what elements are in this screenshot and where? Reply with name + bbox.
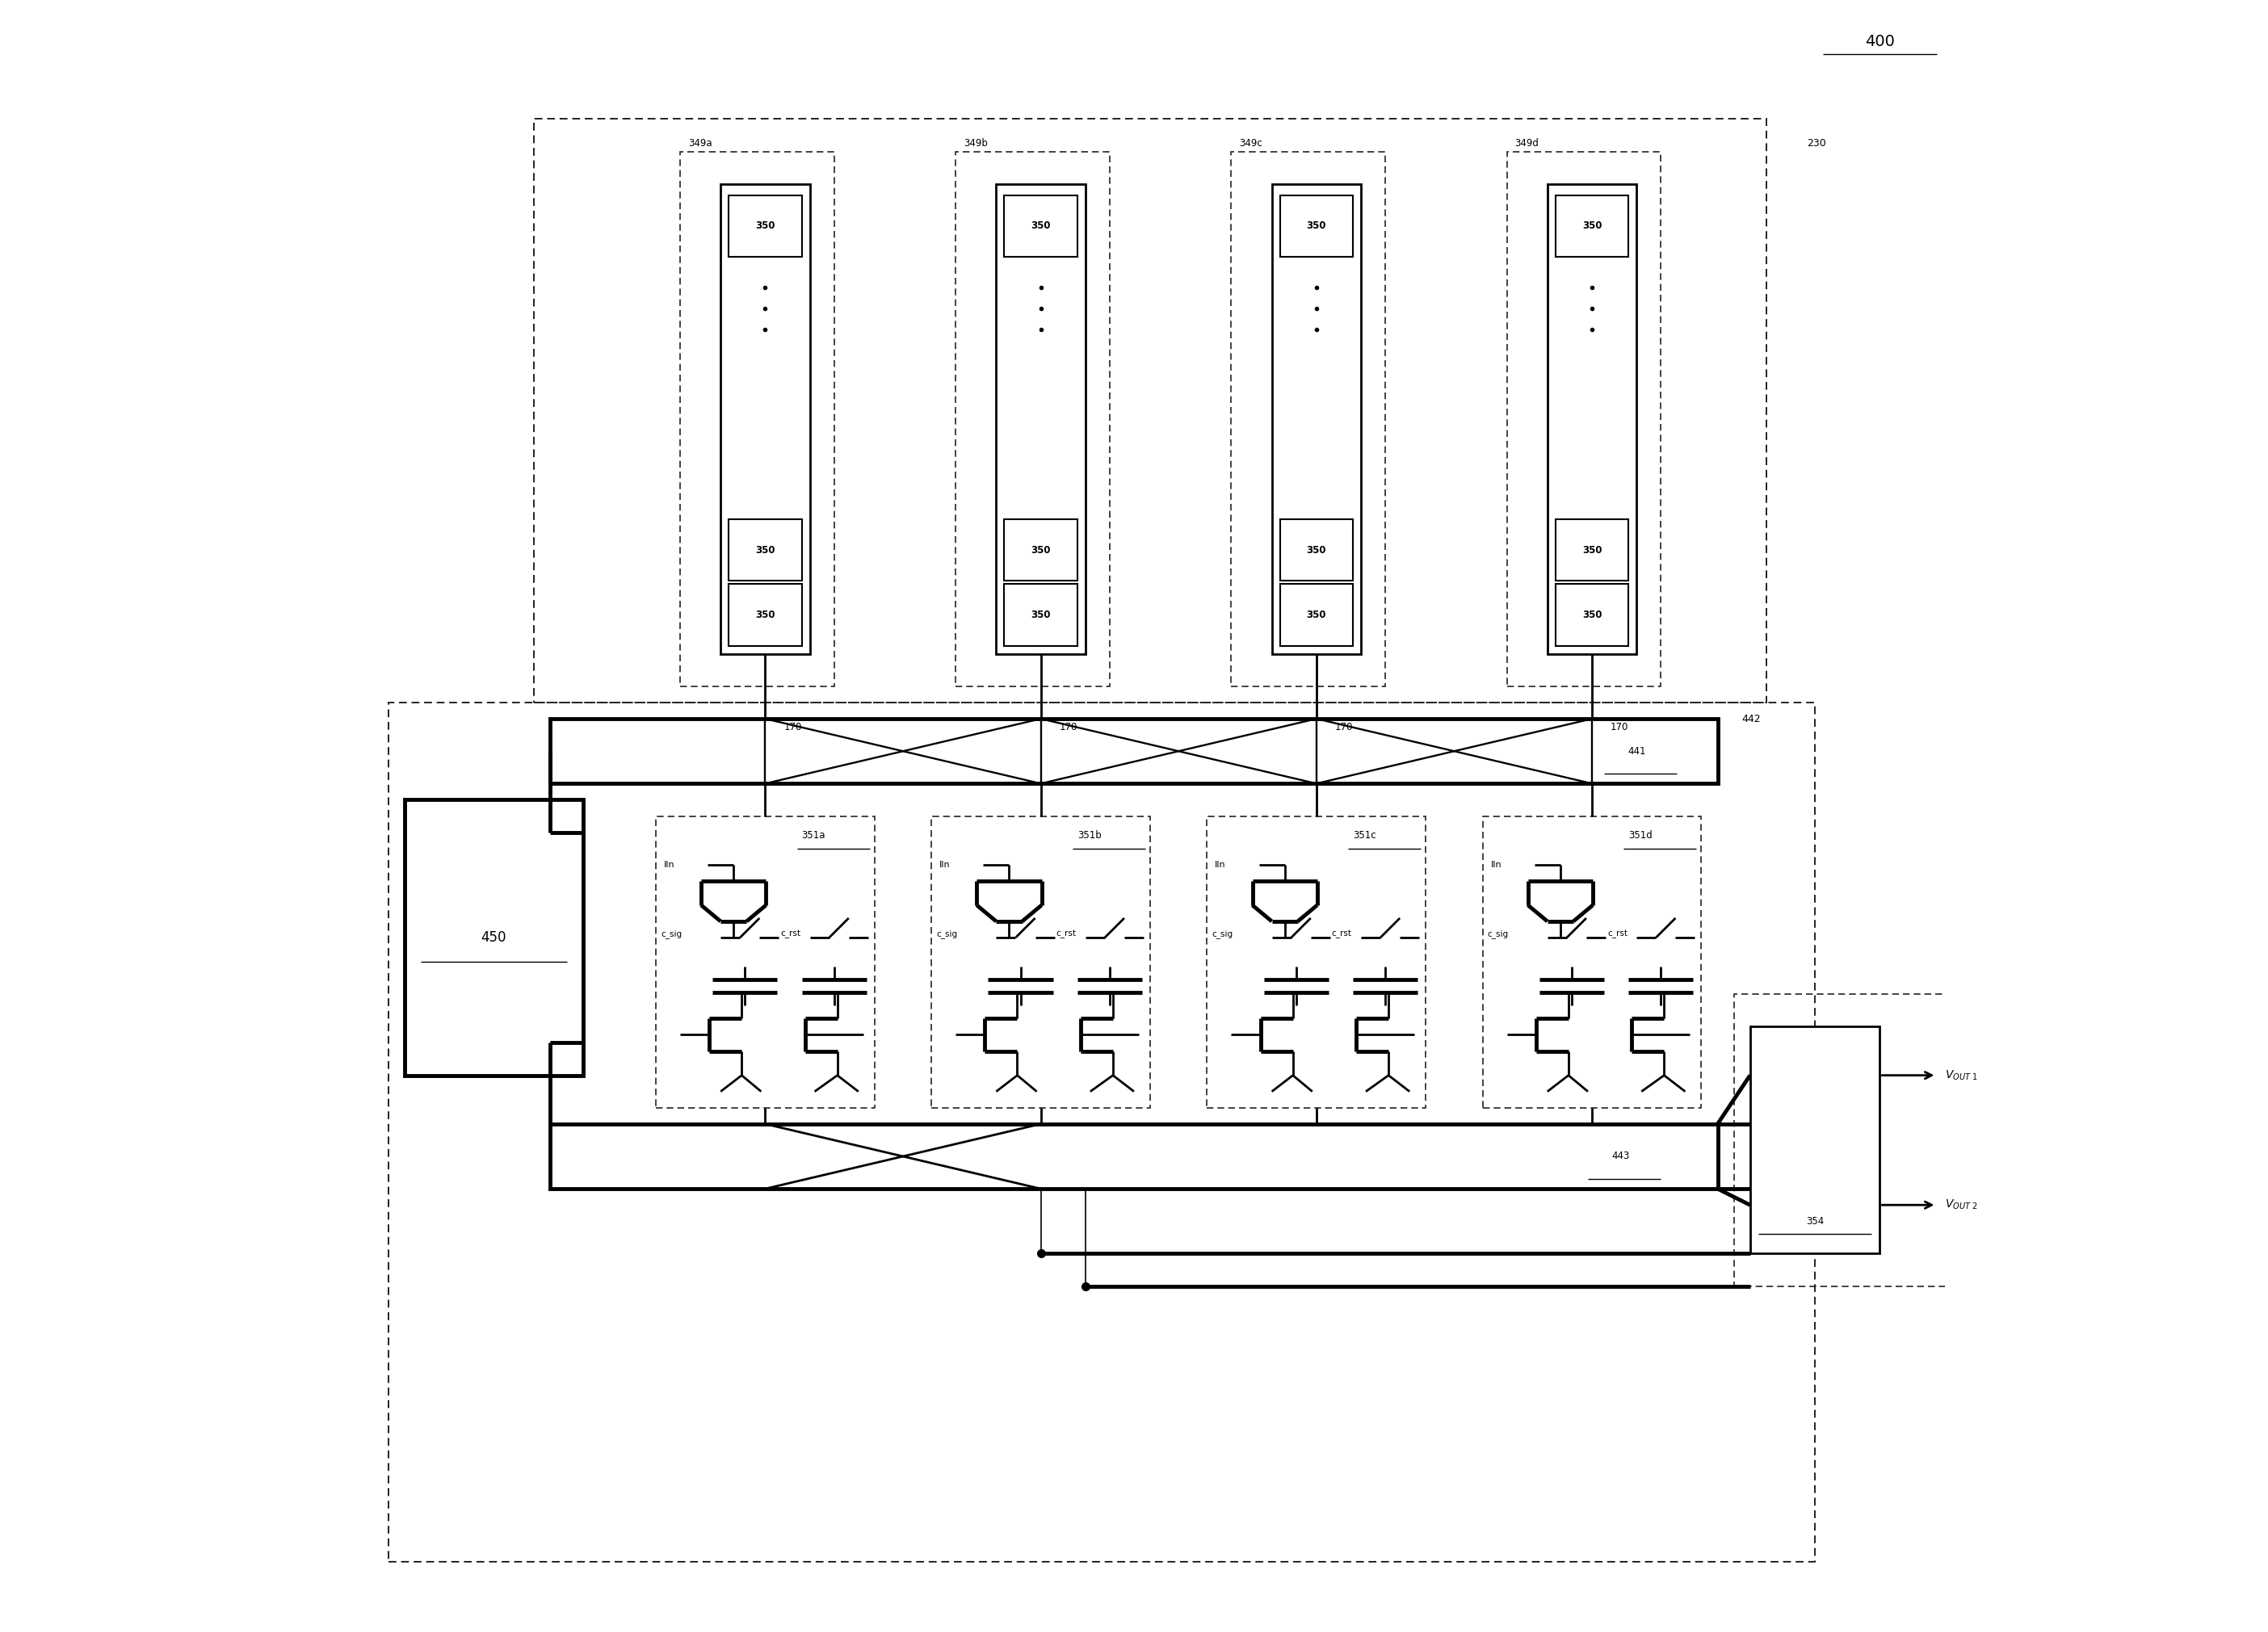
Bar — [551, 1124, 1717, 1188]
Text: 351b: 351b — [1077, 831, 1102, 840]
Text: 349c: 349c — [1238, 139, 1263, 149]
Bar — [1272, 184, 1361, 654]
Bar — [404, 800, 583, 1075]
Text: c_rst: c_rst — [780, 930, 801, 938]
Text: 350: 350 — [1032, 545, 1050, 555]
Bar — [551, 718, 1717, 783]
Bar — [1556, 584, 1628, 646]
Bar — [955, 152, 1109, 687]
Bar — [1547, 184, 1637, 654]
Text: 350: 350 — [755, 545, 776, 555]
Text: 350: 350 — [755, 610, 776, 620]
Bar — [388, 702, 1814, 1562]
Text: 350: 350 — [1583, 545, 1601, 555]
Bar — [1279, 584, 1352, 646]
Text: 354: 354 — [1805, 1216, 1823, 1226]
Text: 400: 400 — [1864, 34, 1894, 49]
Text: 350: 350 — [1306, 545, 1327, 555]
Bar — [535, 119, 1767, 702]
Bar — [1005, 519, 1077, 581]
Bar — [1279, 519, 1352, 581]
Bar — [728, 196, 801, 256]
Bar — [655, 816, 875, 1108]
Bar — [721, 184, 810, 654]
Text: 350: 350 — [755, 220, 776, 232]
Text: c_rst: c_rst — [1057, 930, 1077, 938]
Text: 442: 442 — [1742, 713, 1760, 725]
Bar — [728, 519, 801, 581]
Bar — [996, 184, 1086, 654]
Text: c_rst: c_rst — [1608, 930, 1628, 938]
Text: $V_{OUT\ 2}$: $V_{OUT\ 2}$ — [1944, 1198, 1978, 1211]
Text: 350: 350 — [1032, 610, 1050, 620]
Text: IIn: IIn — [939, 860, 950, 868]
Bar — [1556, 519, 1628, 581]
Text: 350: 350 — [1032, 220, 1050, 232]
Text: IIn: IIn — [1216, 860, 1227, 868]
Text: IIn: IIn — [665, 860, 676, 868]
Text: c_sig: c_sig — [1211, 930, 1234, 938]
Text: 351c: 351c — [1352, 831, 1377, 840]
Text: c_sig: c_sig — [1488, 930, 1508, 938]
Text: 443: 443 — [1610, 1151, 1628, 1162]
Bar — [932, 816, 1150, 1108]
Text: 450: 450 — [481, 930, 506, 945]
Bar — [1733, 994, 2091, 1286]
Text: 349a: 349a — [687, 139, 712, 149]
Bar — [1506, 152, 1660, 687]
Bar — [728, 584, 801, 646]
Text: c_sig: c_sig — [937, 930, 957, 938]
Text: $V_{OUT\ 1}$: $V_{OUT\ 1}$ — [1944, 1069, 1978, 1082]
Text: 170: 170 — [1336, 721, 1354, 733]
Bar — [1483, 816, 1701, 1108]
Text: IIn: IIn — [1490, 860, 1501, 868]
Text: 170: 170 — [1059, 721, 1077, 733]
Text: 350: 350 — [1306, 220, 1327, 232]
Bar — [1005, 196, 1077, 256]
Text: 230: 230 — [1808, 139, 1826, 149]
Bar — [1232, 152, 1386, 687]
Bar — [1005, 584, 1077, 646]
Text: 351a: 351a — [801, 831, 826, 840]
Text: 350: 350 — [1583, 610, 1601, 620]
Text: 441: 441 — [1628, 746, 1647, 756]
Text: c_rst: c_rst — [1331, 930, 1352, 938]
Text: 349d: 349d — [1515, 139, 1540, 149]
Bar — [1556, 196, 1628, 256]
Text: 350: 350 — [1583, 220, 1601, 232]
Text: c_sig: c_sig — [660, 930, 683, 938]
Bar — [1751, 1027, 1880, 1253]
Bar — [680, 152, 835, 687]
Text: 170: 170 — [785, 721, 803, 733]
Text: 170: 170 — [1610, 721, 1628, 733]
Bar — [1279, 196, 1352, 256]
Bar — [1207, 816, 1427, 1108]
Text: 349b: 349b — [964, 139, 989, 149]
Text: 350: 350 — [1306, 610, 1327, 620]
Text: 351d: 351d — [1628, 831, 1653, 840]
